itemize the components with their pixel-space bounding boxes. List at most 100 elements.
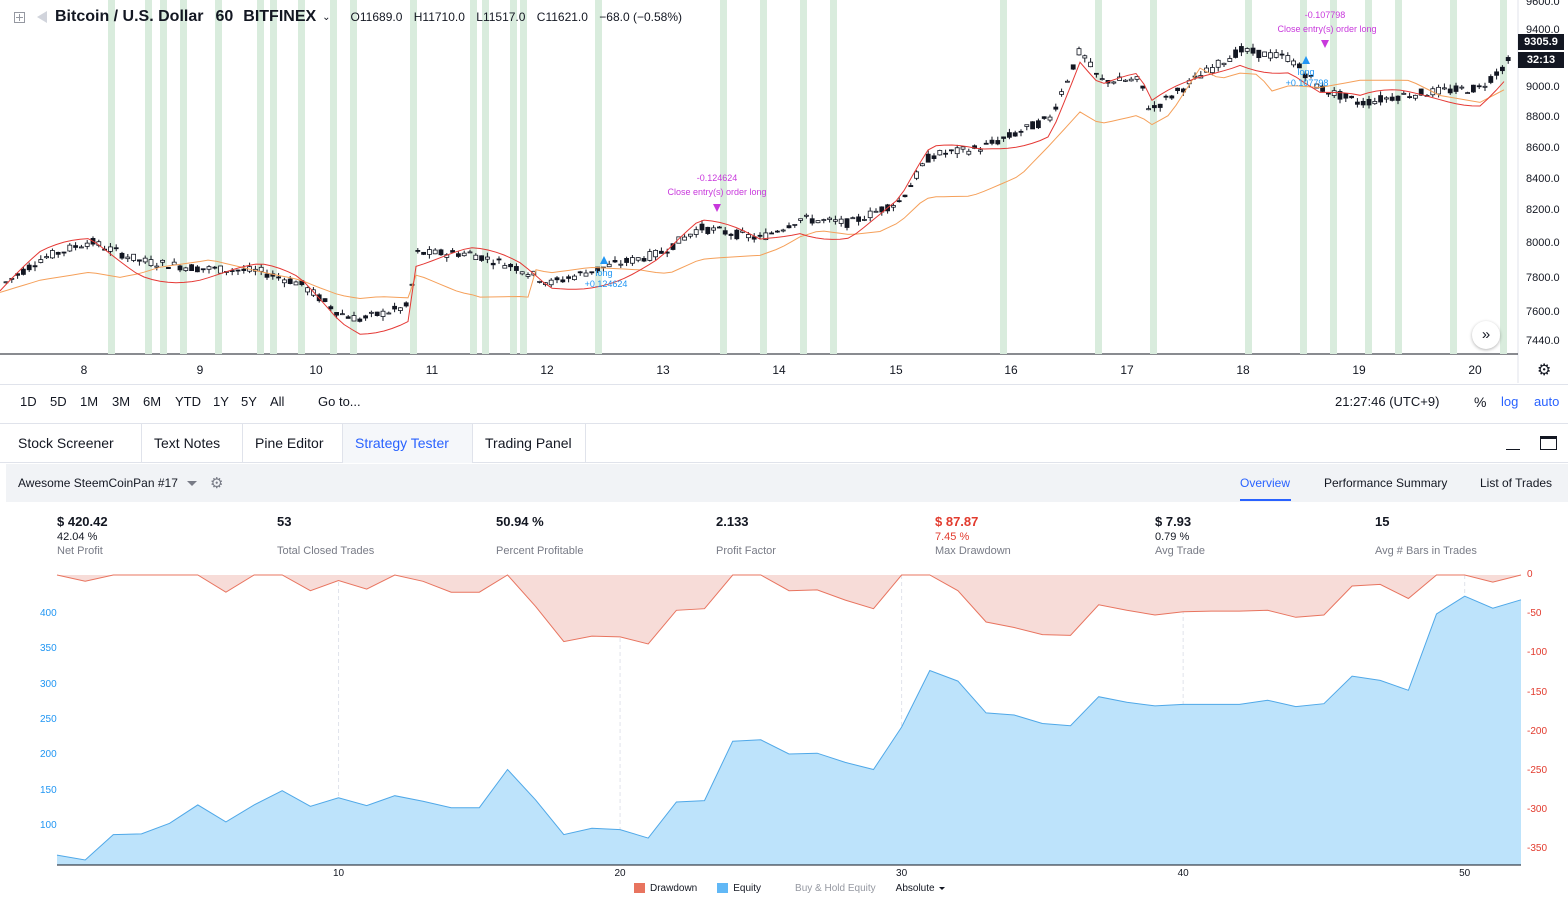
scroll-to-realtime-button[interactable]: » bbox=[1472, 321, 1500, 349]
candle bbox=[1221, 62, 1227, 66]
drawdown-axis-label: -250 bbox=[1527, 764, 1548, 776]
legend-drawdown[interactable]: Drawdown bbox=[634, 883, 697, 894]
entry-value: +0.107798 bbox=[1286, 78, 1329, 88]
stat-label: Profit Factor bbox=[716, 545, 776, 557]
candle bbox=[194, 266, 200, 273]
caret-down-icon[interactable] bbox=[187, 481, 198, 487]
stat-value: $ 420.42 bbox=[57, 514, 108, 529]
tab-pine-editor[interactable]: Pine Editor bbox=[243, 424, 343, 463]
candle bbox=[1407, 96, 1412, 99]
drawdown-axis-label: -50 bbox=[1527, 608, 1542, 620]
tab-performance-summary[interactable]: Performance Summary bbox=[1324, 476, 1448, 490]
candle bbox=[809, 218, 815, 224]
range-button-1m[interactable]: 1M bbox=[80, 394, 99, 409]
candle bbox=[1436, 86, 1441, 95]
candle bbox=[908, 185, 914, 188]
candle bbox=[113, 247, 119, 250]
range-button-6m[interactable]: 6M bbox=[143, 394, 162, 409]
log-scale-toggle[interactable]: log bbox=[1501, 394, 1519, 409]
stat-percent: 42.04 % bbox=[57, 531, 98, 543]
chevron-down-icon[interactable]: ⌄ bbox=[322, 11, 331, 23]
tab-text-notes[interactable]: Text Notes bbox=[142, 424, 243, 463]
clock-time[interactable]: 21:27:46 (UTC+9) bbox=[1335, 394, 1440, 409]
candle bbox=[1314, 83, 1320, 89]
price-chart[interactable]: long +0.124624 -0.124624 Close entry(s) ord… bbox=[0, 0, 1568, 383]
candle bbox=[1262, 51, 1267, 57]
candle bbox=[1418, 88, 1424, 96]
candle bbox=[844, 218, 850, 228]
price-tick-label: 7800.0 bbox=[1526, 272, 1560, 284]
candle bbox=[862, 219, 867, 221]
symbol-interval[interactable]: 60 bbox=[215, 8, 234, 25]
strategy-selector[interactable]: Awesome SteemCoinPan #17 bbox=[18, 476, 198, 490]
candle bbox=[525, 274, 531, 277]
stat-max-drawdown: $ 87.87 7.45 % Max Drawdown bbox=[935, 514, 1011, 557]
candle bbox=[461, 252, 467, 257]
time-tick-label: 13 bbox=[656, 363, 670, 377]
candle bbox=[833, 219, 838, 222]
candle bbox=[1273, 52, 1279, 58]
range-button-5y[interactable]: 5Y bbox=[241, 394, 257, 409]
range-button-3m[interactable]: 3M bbox=[112, 394, 131, 409]
tab-stock-screener[interactable]: Stock Screener ⌄ bbox=[6, 424, 142, 490]
candle bbox=[473, 254, 479, 261]
goto-date-button[interactable]: Go to... bbox=[318, 394, 361, 409]
candle bbox=[838, 218, 844, 224]
signal-band bbox=[510, 0, 517, 354]
candle bbox=[79, 246, 84, 249]
candle bbox=[67, 244, 73, 252]
price-tick-label: 8600.0 bbox=[1526, 142, 1560, 154]
candle bbox=[891, 205, 896, 208]
symbol-exchange[interactable]: BITFINEX bbox=[243, 8, 317, 25]
range-button-all[interactable]: All bbox=[270, 394, 285, 409]
percent-scale-toggle[interactable]: % bbox=[1474, 394, 1487, 410]
last-price-label: 9305.9 bbox=[1518, 34, 1564, 50]
symbol-name[interactable]: Bitcoin / U.S. Dollar bbox=[55, 8, 204, 25]
equity-chart[interactable] bbox=[0, 565, 1568, 885]
range-button-ytd[interactable]: YTD bbox=[175, 394, 201, 409]
candle bbox=[432, 249, 438, 255]
strategy-settings-gear-icon[interactable]: ⚙ bbox=[210, 475, 224, 492]
equity-axis-label: 150 bbox=[40, 784, 57, 796]
tab-strategy-tester[interactable]: Strategy Tester bbox=[343, 424, 473, 463]
candle bbox=[1163, 95, 1169, 98]
trade-number-label: 40 bbox=[1177, 868, 1189, 879]
legend-equity[interactable]: Equity bbox=[717, 883, 761, 894]
drawdown-axis-label: -100 bbox=[1527, 647, 1548, 659]
minimize-panel-icon[interactable] bbox=[1506, 449, 1520, 450]
range-button-5d[interactable]: 5D bbox=[50, 394, 67, 409]
settings-gear-icon[interactable]: ⚙ bbox=[1537, 362, 1552, 379]
candle bbox=[630, 257, 635, 264]
time-tick-label: 20 bbox=[1468, 363, 1482, 377]
equity-axis-label: 300 bbox=[40, 678, 57, 690]
tab-trading-panel[interactable]: Trading Panel bbox=[473, 424, 586, 463]
candle bbox=[293, 281, 299, 286]
signal-band bbox=[1330, 0, 1337, 354]
signal-band bbox=[410, 0, 417, 354]
equity-axis-label: 200 bbox=[40, 749, 57, 761]
candle bbox=[241, 268, 247, 271]
candle bbox=[1291, 60, 1296, 66]
candle bbox=[1401, 92, 1407, 95]
candle bbox=[142, 257, 148, 263]
signal-band bbox=[1000, 0, 1007, 354]
candle bbox=[560, 279, 566, 283]
tab-overview[interactable]: Overview bbox=[1240, 476, 1291, 490]
maximize-panel-icon[interactable] bbox=[1540, 436, 1557, 450]
range-button-1y[interactable]: 1Y bbox=[213, 394, 229, 409]
candle bbox=[856, 216, 861, 222]
absolute-dropdown[interactable]: Absolute bbox=[896, 883, 945, 894]
tab-list-of-trades[interactable]: List of Trades bbox=[1480, 476, 1553, 490]
candle bbox=[804, 214, 809, 217]
auto-scale-toggle[interactable]: auto bbox=[1534, 394, 1560, 409]
low-value: 11517.0 bbox=[482, 10, 526, 24]
legend-buy-hold[interactable]: Buy & Hold Equity bbox=[795, 883, 876, 894]
candle bbox=[328, 306, 334, 310]
candle bbox=[676, 236, 682, 244]
range-button-1d[interactable]: 1D bbox=[20, 394, 37, 409]
time-tick-label: 19 bbox=[1352, 363, 1366, 377]
equity-line bbox=[56, 595, 1522, 861]
expand-icon[interactable] bbox=[14, 11, 25, 23]
